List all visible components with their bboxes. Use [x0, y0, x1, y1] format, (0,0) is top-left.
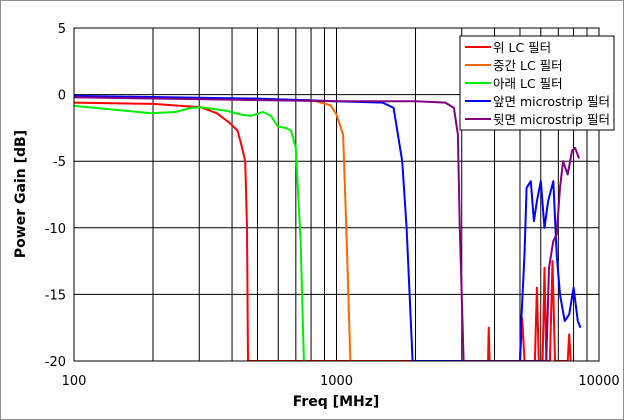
y-tick-label: -10 [45, 222, 66, 237]
legend-label: 위 LC 필터 [493, 40, 551, 55]
legend-label: 중간 LC 필터 [493, 58, 563, 73]
legend-label: 뒷면 microstrip 필터 [493, 112, 610, 127]
legend-label: 앞면 microstrip 필터 [493, 94, 610, 109]
y-tick-label: -15 [45, 288, 66, 303]
series-line [74, 104, 305, 361]
legend-label: 아래 LC 필터 [493, 76, 563, 91]
series-line [74, 96, 581, 361]
y-tick-label: -5 [53, 155, 66, 170]
y-tick-label: 0 [58, 89, 66, 104]
series-line [74, 94, 582, 361]
x-tick-label: 1000 [320, 374, 353, 389]
plot-border [73, 27, 600, 362]
series-lines [74, 94, 582, 361]
y-axis-label: Power Gain [dB] [13, 130, 29, 258]
x-tick-label: 100 [62, 374, 87, 389]
x-axis-label: Freq [MHz] [293, 394, 380, 410]
tick-labels: 5 0 -5 -10 -15 -20 100 1000 10000 [45, 22, 620, 389]
x-tick-label: 10000 [578, 374, 619, 389]
y-tick-label: -20 [45, 355, 66, 370]
y-tick-label: 5 [58, 22, 66, 37]
